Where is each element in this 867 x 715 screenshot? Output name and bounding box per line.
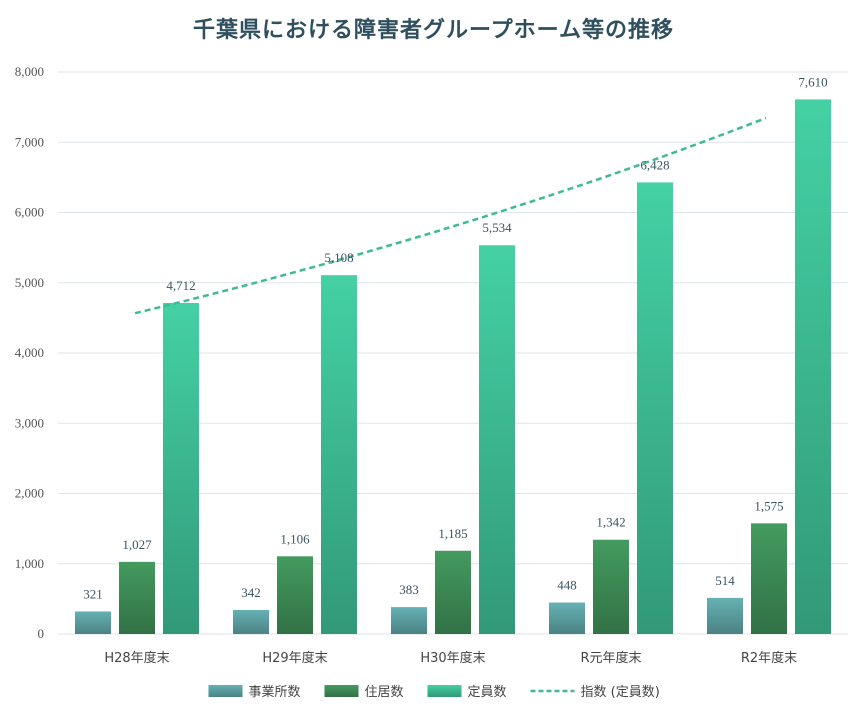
data-label: 5,108 [324,250,353,265]
bar-定員数-H30年度末 [479,245,515,634]
legend-label: 指数 (定員数) [581,685,660,700]
bar-事業所数-R元年度末 [549,602,585,634]
legend-label: 住居数 [365,685,404,700]
bar-定員数-H28年度末 [163,302,199,634]
bar-定員数-R2年度末 [795,99,831,634]
data-label: 342 [241,585,261,600]
y-tick-label: 3,000 [15,415,44,430]
legend-swatch [208,685,243,697]
bar-事業所数-H30年度末 [391,607,427,634]
data-label: 1,106 [280,531,310,546]
data-label: 1,342 [596,515,625,530]
data-label: 4,712 [166,278,195,293]
data-label: 6,428 [640,157,669,172]
y-tick-label: 7,000 [15,134,44,149]
legend-swatch [427,685,462,697]
x-category-label: H30年度末 [420,650,485,666]
data-label: 1,575 [754,498,783,513]
bar-事業所数-H28年度末 [75,611,111,634]
data-label: 383 [399,582,419,597]
bar-住居数-H29年度末 [277,556,313,634]
x-axis-categories: H28年度末 H29年度末 H30年度末 R元年度末 R2年度末 [104,650,797,666]
bar-住居数-H30年度末 [435,550,471,634]
legend-swatch [324,685,359,697]
legend-item: 指数 (定員数) [530,685,660,700]
bar-事業所数-H29年度末 [233,609,269,634]
bar-住居数-R2年度末 [751,523,787,634]
bar-定員数-H29年度末 [321,275,357,634]
data-label: 5,534 [482,220,512,235]
bar-住居数-R元年度末 [593,539,629,634]
x-category-label: R元年度末 [580,650,641,666]
data-label: 7,610 [798,74,827,89]
y-tick-label: 8,000 [15,64,44,79]
data-label: 321 [83,586,103,601]
x-category-label: H28年度末 [104,650,169,666]
x-category-label: R2年度末 [741,650,797,666]
legend-item: 事業所数 [208,684,301,700]
legend-label: 事業所数 [249,684,301,700]
bars [75,99,831,635]
legend-label: 定員数 [468,685,507,700]
data-label: 1,185 [438,526,467,541]
y-tick-label: 6,000 [15,205,44,220]
chart-title: 千葉県における障害者グループホーム等の推移 [192,18,675,43]
data-label: 514 [715,573,735,588]
bar-事業所数-R2年度末 [707,597,743,634]
data-labels: 321 1,027 4,712 342 1,106 5,108 383 1,185 5,534 4… [83,74,827,601]
y-tick-label: 4,000 [15,345,44,360]
x-category-label: H29年度末 [262,650,327,666]
legend: 事業所数 住居数 定員数 指数 (定員数) [208,684,660,700]
y-tick-label: 2,000 [15,486,44,501]
y-axis-ticks: 0 1,000 2,000 3,000 4,000 5,000 6,000 7,000 8,00… [15,64,44,641]
data-label: 448 [557,578,577,593]
y-tick-label: 1,000 [15,556,44,571]
data-label: 1,027 [122,537,152,552]
y-tick-label: 0 [38,626,45,641]
legend-item: 定員数 [427,685,507,700]
legend-item: 住居数 [324,685,404,700]
y-tick-label: 5,000 [15,275,44,290]
bar-定員数-R元年度末 [637,182,673,635]
bar-住居数-H28年度末 [119,561,155,634]
